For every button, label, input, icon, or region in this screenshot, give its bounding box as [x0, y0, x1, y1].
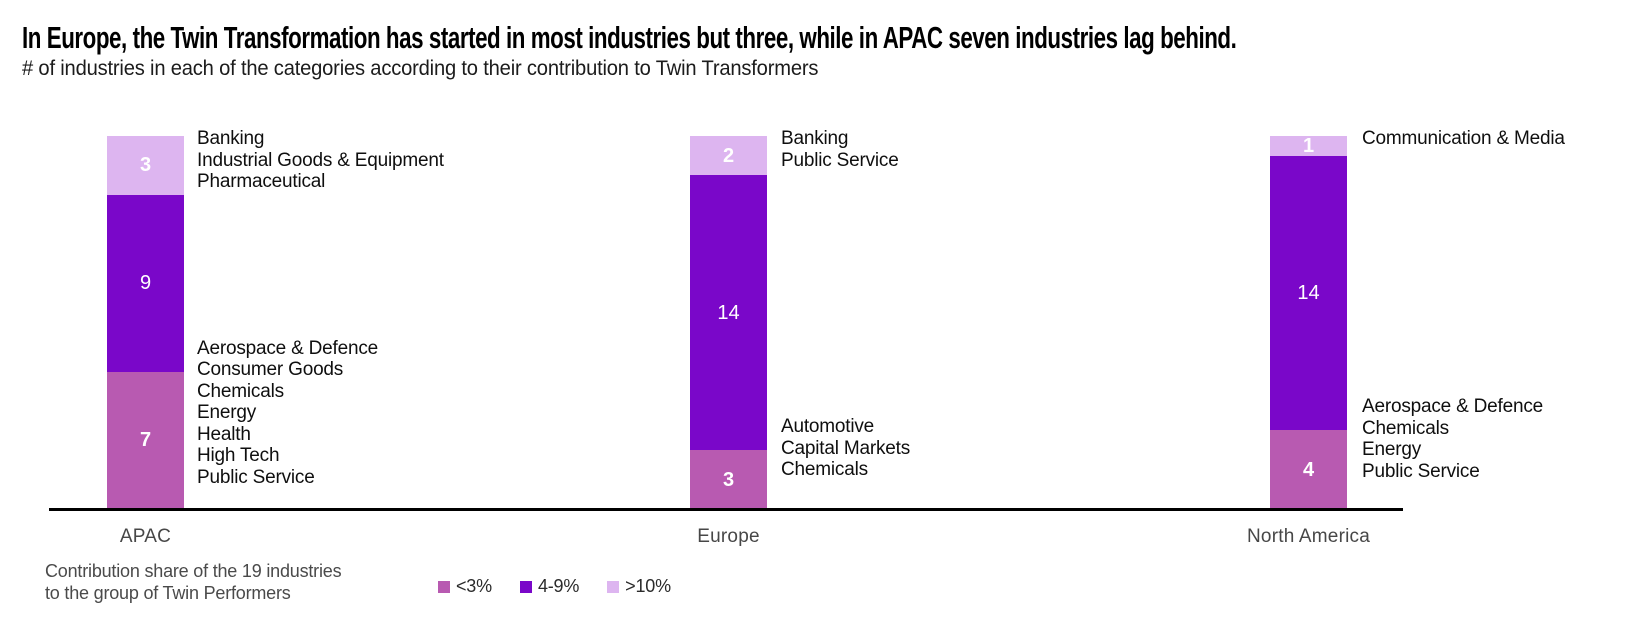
- industry-label-public-service: Public Service: [781, 149, 899, 171]
- legend-caption: Contribution share of the 19 industries …: [45, 560, 342, 604]
- bar-europe-segment-4-9: 14: [690, 175, 767, 451]
- bar-north-america-segment-4-9: 14: [1270, 155, 1347, 431]
- x-axis-line: [49, 508, 1403, 511]
- legend-label-3: <3%: [456, 576, 492, 596]
- bar-europe-segment-10: 2: [690, 136, 767, 176]
- industry-label-banking: Banking: [781, 128, 849, 149]
- bar-europe-value-10: 2: [722, 144, 735, 167]
- legend-label-10: >10%: [625, 576, 671, 596]
- bar-europe-value-4-9: 14: [717, 301, 740, 324]
- legend-caption-line1: Contribution share of the 19 industries: [45, 561, 342, 581]
- legend-swatch-3: [438, 580, 450, 593]
- industry-label-communication-media: Communication & Media: [1362, 128, 1565, 149]
- bar-apac-value-10: 3: [139, 154, 152, 177]
- legend-item-10: >10%: [607, 576, 671, 597]
- industry-label-banking: Banking: [197, 128, 265, 149]
- legend-swatch-4-9: [519, 580, 532, 593]
- bar-apac-segment-4-9: 9: [107, 194, 184, 372]
- industry-label-public-service: Public Service: [1362, 460, 1480, 482]
- industry-label-health: Health: [197, 423, 251, 445]
- industry-label-consumer-goods: Consumer Goods: [197, 359, 344, 381]
- bar-apac-segment-3: 7: [107, 371, 184, 509]
- chart-title: In Europe, the Twin Transformation has s…: [22, 20, 1237, 55]
- bar-europe-segment-3: 3: [690, 450, 767, 509]
- industry-label-public-service: Public Service: [197, 466, 315, 488]
- bar-apac-value-3: 7: [139, 429, 152, 452]
- industry-label-aerospace-defence: Aerospace & Defence: [197, 337, 379, 359]
- legend-item-4-9: 4-9%: [519, 576, 580, 597]
- industry-label-chemicals: Chemicals: [197, 380, 284, 402]
- industry-list-north-america-bottom: Aerospace & Defence Chemicals Energy Public…: [1362, 396, 1543, 482]
- industry-label-aerospace-defence: Aerospace & Defence: [1362, 396, 1544, 418]
- legend-swatch-10: [607, 580, 620, 593]
- industry-label-chemicals: Chemicals: [781, 459, 868, 481]
- legend: <3% 4-9% >10%: [438, 576, 671, 597]
- industry-list-europe-bottom: Automotive Capital Markets Chemicals: [781, 416, 910, 481]
- category-label-north-america: North America: [1247, 526, 1370, 547]
- legend-label-4-9: 4-9%: [537, 576, 580, 596]
- bar-europe-value-3: 3: [722, 468, 735, 491]
- industry-list-apac-bottom: Aerospace & Defence Consumer Goods Chemica…: [197, 338, 378, 489]
- bar-north-america-segment-10: 1: [1270, 136, 1347, 156]
- bar-north-america-value-3: 4: [1302, 458, 1315, 481]
- category-label-europe: Europe: [697, 526, 760, 547]
- industry-label-automotive: Automotive: [781, 416, 875, 438]
- bar-north-america-segment-3: 4: [1270, 430, 1347, 509]
- legend-caption-line2: to the group of Twin Performers: [45, 583, 291, 603]
- industry-list-europe-top: Banking Public Service: [781, 128, 899, 171]
- industry-label-pharmaceutical: Pharmaceutical: [197, 171, 326, 192]
- industry-list-apac-top: Banking Industrial Goods & Equipment Pharm…: [197, 128, 444, 193]
- bar-apac-value-4-9: 9: [139, 272, 152, 295]
- industry-list-north-america-top: Communication & Media: [1362, 128, 1565, 150]
- bar-north-america-value-4-9: 14: [1297, 282, 1320, 305]
- industry-label-industrial-goods-equipment: Industrial Goods & Equipment: [197, 149, 444, 171]
- industry-label-energy: Energy: [197, 402, 257, 424]
- industry-label-chemicals: Chemicals: [1362, 417, 1449, 439]
- bar-north-america-value-10: 1: [1302, 134, 1315, 157]
- bar-apac-segment-10: 3: [107, 136, 184, 195]
- industry-label-high-tech: High Tech: [197, 445, 280, 467]
- chart-subtitle: # of industries in each of the categorie…: [22, 57, 819, 80]
- legend-item-3: <3%: [438, 576, 492, 597]
- industry-label-capital-markets: Capital Markets: [781, 437, 910, 459]
- industry-label-energy: Energy: [1362, 439, 1422, 461]
- category-label-apac: APAC: [119, 526, 172, 547]
